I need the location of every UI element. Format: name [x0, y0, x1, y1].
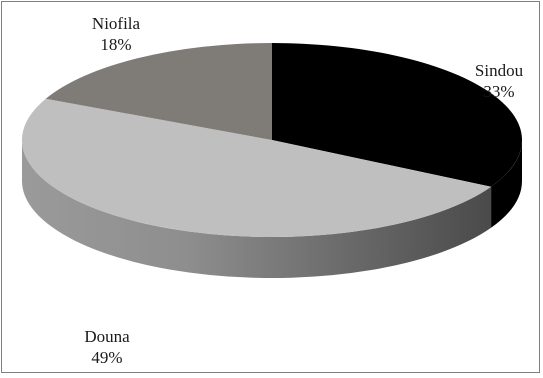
pie-label-douna: Douna	[84, 327, 130, 346]
pie-value-douna: 49%	[91, 348, 122, 367]
pie-value-sindou: 33%	[483, 82, 514, 101]
pie-value-niofila: 18%	[100, 35, 131, 54]
pie-side-douna	[22, 140, 492, 278]
pie-slice-niofila	[45, 43, 272, 140]
pie-label-niofila: Niofila	[92, 14, 141, 33]
pie-top	[22, 43, 522, 237]
pie-side-sindou	[491, 140, 522, 228]
pie-slice-douna	[22, 98, 492, 237]
pie-labels: Sindou 33% Douna 49% Niofila 18%	[84, 14, 523, 367]
chart-frame: Sindou 33% Douna 49% Niofila 18%	[1, 1, 540, 373]
pie-slice-sindou	[272, 43, 522, 187]
pie-label-sindou: Sindou	[475, 61, 524, 80]
pie-side-walls	[22, 140, 522, 278]
